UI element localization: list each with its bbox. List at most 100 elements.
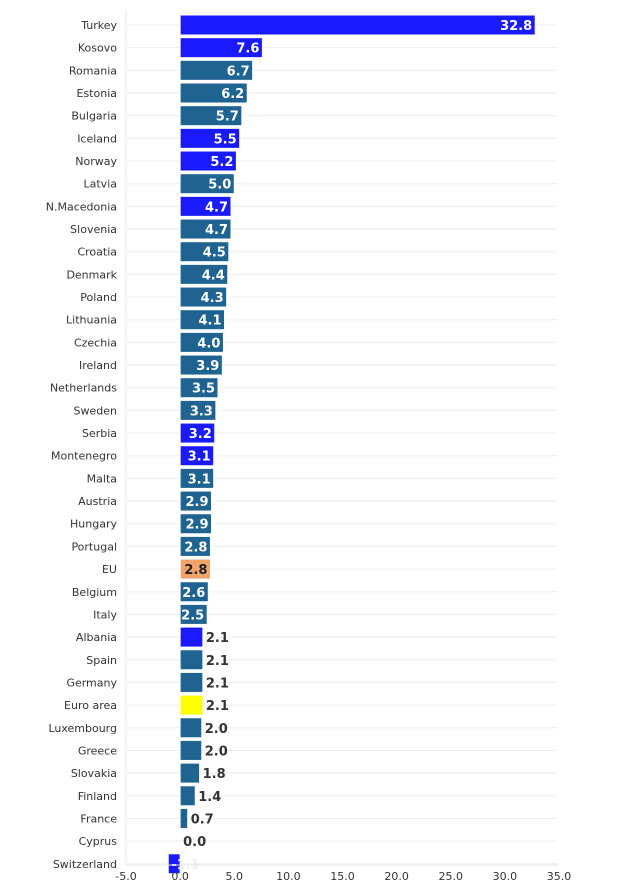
bar bbox=[179, 286, 228, 308]
bar bbox=[179, 82, 248, 104]
data-label: 2.0 bbox=[205, 722, 228, 737]
data-label: 6.7 bbox=[227, 64, 250, 79]
data-label: 2.1 bbox=[206, 676, 229, 691]
category-label: Malta bbox=[87, 472, 117, 485]
category-label: Montenegro bbox=[51, 450, 117, 463]
bar bbox=[179, 105, 243, 127]
bar bbox=[179, 195, 232, 217]
bar bbox=[179, 467, 215, 489]
data-label: 0.7 bbox=[191, 812, 214, 827]
data-label: 2.8 bbox=[184, 540, 207, 555]
bar bbox=[179, 37, 263, 59]
category-label: Slovakia bbox=[71, 767, 117, 780]
x-tick-label: 5.0 bbox=[226, 870, 244, 880]
data-label: 2.5 bbox=[181, 608, 204, 623]
category-label: Luxembourg bbox=[48, 722, 117, 735]
data-label: 5.2 bbox=[210, 155, 233, 170]
bar bbox=[179, 807, 189, 829]
category-label: Austria bbox=[78, 495, 117, 508]
bar bbox=[179, 399, 217, 421]
data-label: 2.0 bbox=[205, 744, 228, 759]
bar bbox=[179, 581, 209, 603]
category-label: Turkey bbox=[80, 19, 117, 32]
bar bbox=[179, 717, 203, 739]
bar bbox=[179, 354, 223, 376]
category-label: Denmark bbox=[66, 268, 117, 281]
data-label: 2.9 bbox=[185, 518, 208, 533]
data-label: 2.1 bbox=[206, 631, 229, 646]
data-label: 4.4 bbox=[202, 268, 225, 283]
category-label: Ireland bbox=[79, 359, 117, 372]
category-label: Euro area bbox=[64, 699, 117, 712]
bar bbox=[179, 694, 204, 716]
category-label: Slovenia bbox=[70, 223, 117, 236]
bar bbox=[179, 241, 230, 263]
data-label: 5.0 bbox=[208, 178, 231, 193]
data-label: 3.9 bbox=[196, 359, 219, 374]
category-label: Italy bbox=[93, 608, 117, 621]
data-label: 5.7 bbox=[216, 110, 239, 125]
bar bbox=[179, 377, 219, 399]
category-label: Cyprus bbox=[79, 835, 118, 848]
data-label: 4.7 bbox=[205, 200, 228, 215]
data-label: 4.5 bbox=[203, 246, 226, 261]
category-label: Romania bbox=[69, 64, 117, 77]
x-tick-label: 35.0 bbox=[547, 870, 572, 880]
data-label: 4.7 bbox=[205, 223, 228, 238]
data-label: 2.8 bbox=[184, 563, 207, 578]
data-label: 7.6 bbox=[236, 42, 259, 57]
x-tick-label: 15.0 bbox=[330, 870, 355, 880]
data-label: 3.1 bbox=[188, 472, 211, 487]
data-label: 3.3 bbox=[190, 404, 213, 419]
bar bbox=[179, 626, 204, 648]
data-label: 3.5 bbox=[192, 382, 215, 397]
data-label: 3.1 bbox=[188, 450, 211, 465]
bar bbox=[179, 14, 536, 36]
category-label: Germany bbox=[66, 676, 117, 689]
category-label: Poland bbox=[80, 291, 117, 304]
bar bbox=[179, 785, 196, 807]
bar bbox=[179, 445, 215, 467]
category-label: France bbox=[80, 812, 117, 825]
category-label: Netherlands bbox=[50, 382, 117, 395]
category-label: Latvia bbox=[84, 178, 118, 191]
category-label: Finland bbox=[78, 790, 117, 803]
data-label: 5.5 bbox=[214, 132, 237, 147]
bar bbox=[179, 739, 203, 761]
bar bbox=[179, 59, 254, 81]
bar bbox=[179, 150, 237, 172]
category-label: Sweden bbox=[74, 404, 117, 417]
category-label: N.Macedonia bbox=[46, 200, 117, 213]
bar bbox=[179, 535, 211, 557]
bar bbox=[179, 490, 213, 512]
category-label: Spain bbox=[86, 654, 117, 667]
bar bbox=[179, 603, 208, 625]
category-label: Albania bbox=[76, 631, 117, 644]
data-label: 3.2 bbox=[189, 427, 212, 442]
category-label: Kosovo bbox=[78, 42, 117, 55]
data-label: 4.1 bbox=[198, 314, 221, 329]
category-label: Lithuania bbox=[66, 314, 117, 327]
bar bbox=[179, 127, 241, 149]
data-label: 2.1 bbox=[206, 654, 229, 669]
bar bbox=[179, 173, 235, 195]
data-label: 32.8 bbox=[500, 19, 532, 34]
x-tick-label: 10.0 bbox=[276, 870, 301, 880]
bar bbox=[179, 762, 201, 784]
x-tick-label: 25.0 bbox=[439, 870, 464, 880]
bar bbox=[179, 558, 211, 580]
category-label: Estonia bbox=[77, 87, 118, 100]
data-label: 2.9 bbox=[185, 495, 208, 510]
category-label: Portugal bbox=[71, 540, 117, 553]
category-label: Czechia bbox=[74, 336, 117, 349]
category-label: Switzerland bbox=[53, 858, 117, 871]
data-label: 1.4 bbox=[198, 790, 221, 805]
bar bbox=[179, 422, 216, 444]
category-label: EU bbox=[102, 563, 117, 576]
data-label: 4.0 bbox=[197, 336, 220, 351]
bar bbox=[179, 218, 232, 240]
category-label: Serbia bbox=[82, 427, 117, 440]
x-tick-label: 0.0 bbox=[171, 870, 189, 880]
category-label: Iceland bbox=[77, 132, 117, 145]
